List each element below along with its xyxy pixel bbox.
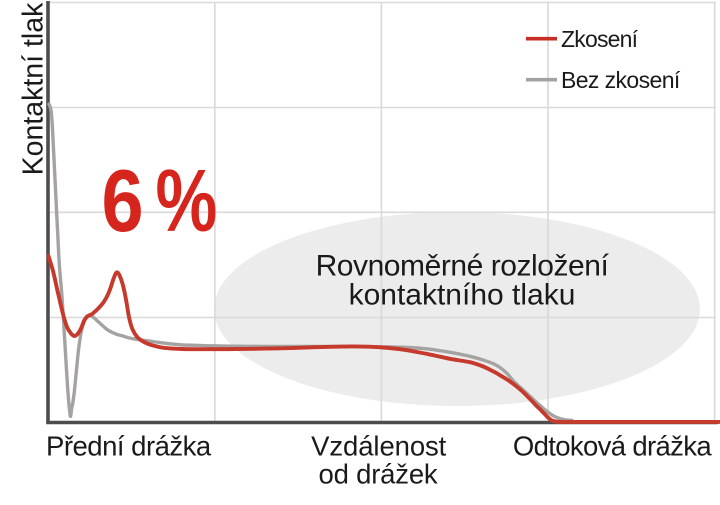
svg-text:kontaktního tlaku: kontaktního tlaku xyxy=(349,279,576,312)
svg-text:Kontaktní tlak: Kontaktní tlak xyxy=(18,2,50,175)
svg-text:Vzdálenost: Vzdálenost xyxy=(311,430,447,461)
svg-text:%: % xyxy=(156,151,218,250)
svg-text:Rovnoměrné rozložení: Rovnoměrné rozložení xyxy=(316,250,610,283)
svg-text:od drážek: od drážek xyxy=(319,458,438,489)
svg-text:Odtoková drážka: Odtoková drážka xyxy=(513,430,712,461)
svg-text:Přední drážka: Přední drážka xyxy=(46,430,212,461)
svg-text:Zkosení: Zkosení xyxy=(561,26,639,52)
svg-text:Bez zkosení: Bez zkosení xyxy=(561,67,681,93)
svg-text:6: 6 xyxy=(102,153,144,251)
